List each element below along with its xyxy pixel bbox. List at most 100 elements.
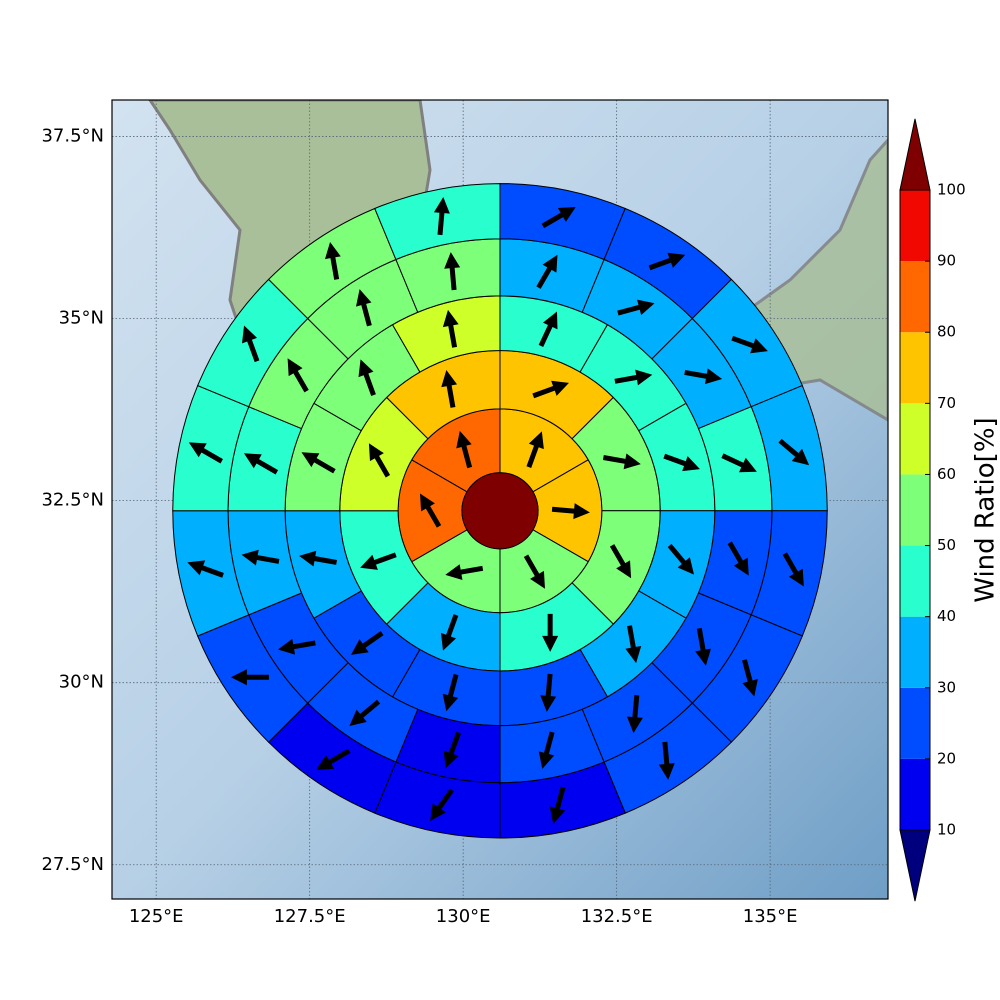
wind-arrow bbox=[538, 731, 555, 769]
colorbar-segment bbox=[900, 403, 930, 475]
wind-arrow bbox=[540, 673, 557, 712]
colorbar-extend-high bbox=[899, 118, 931, 191]
wind-arrow bbox=[684, 368, 723, 385]
center-disk bbox=[461, 472, 539, 550]
colorbar-segment bbox=[900, 687, 930, 759]
wind-arrow bbox=[538, 311, 558, 347]
wind-arrow bbox=[551, 503, 590, 520]
wind-arrow bbox=[742, 659, 758, 697]
wind-arrow bbox=[440, 614, 459, 651]
colorbar-tick-label: 50 bbox=[937, 536, 956, 554]
colorbar-tick-label: 20 bbox=[937, 749, 956, 767]
wind-arrow bbox=[782, 552, 804, 587]
colorbar-segment bbox=[900, 190, 930, 262]
wind-arrow bbox=[609, 544, 632, 579]
wind-arrow bbox=[667, 543, 695, 575]
wind-arrow bbox=[778, 438, 810, 466]
wind-arrow bbox=[617, 299, 655, 316]
colorbar: 10 20 30 40 50 60 70 80 90 100 bbox=[899, 118, 966, 902]
wind-arrow bbox=[299, 550, 337, 567]
colorbar-label: Wind Ratio[%] bbox=[971, 417, 1000, 602]
colorbar-tick-label: 40 bbox=[937, 607, 956, 625]
y-tick-label: 30°N bbox=[59, 672, 104, 693]
wind-arrow bbox=[433, 197, 450, 236]
y-tick-label: 35°N bbox=[59, 308, 104, 329]
x-tick-label: 135°E bbox=[743, 906, 798, 927]
wind-arrow bbox=[648, 252, 686, 271]
wind-arrow bbox=[368, 443, 391, 478]
wind-arrow bbox=[242, 325, 260, 363]
colorbar-segment bbox=[900, 332, 930, 404]
colorbar-segment bbox=[900, 758, 930, 830]
wind-arrow bbox=[230, 669, 269, 686]
wind-arrow bbox=[349, 699, 381, 727]
y-tick-label: 37.5°N bbox=[41, 125, 104, 146]
wind-arrow bbox=[626, 695, 643, 734]
colorbar-tick-label: 80 bbox=[937, 323, 956, 341]
wind-arrow bbox=[241, 549, 280, 566]
wind-arrow bbox=[444, 252, 461, 291]
axis-ticks: 125°E 127.5°E 130°E 132.5°E 135°E 27.5°N 30°N 3… bbox=[41, 125, 797, 927]
wind-arrow bbox=[301, 452, 336, 474]
wind-arrow bbox=[420, 493, 442, 528]
wind-arrow bbox=[532, 380, 569, 399]
colorbar-tick-label: 90 bbox=[937, 252, 956, 270]
wind-arrow bbox=[442, 309, 459, 348]
arrows bbox=[187, 197, 810, 824]
wind-arrow bbox=[355, 289, 372, 327]
wind-arrow bbox=[658, 741, 675, 780]
colorbar-segment bbox=[900, 616, 930, 688]
map-frame bbox=[111, 99, 889, 900]
colorbar-segment bbox=[900, 545, 930, 617]
wind-arrow bbox=[721, 453, 757, 473]
wind-arrow bbox=[442, 673, 459, 712]
wind-arrow bbox=[523, 554, 545, 589]
sector bbox=[374, 183, 501, 261]
wind-arrow bbox=[243, 453, 279, 475]
wind-arrow bbox=[350, 631, 384, 655]
wind-arrow bbox=[549, 786, 566, 824]
wind-arrow bbox=[287, 358, 309, 393]
wind-arrow bbox=[360, 552, 397, 570]
wind-arrow bbox=[188, 442, 224, 464]
wind-arrow bbox=[277, 638, 316, 655]
colorbar-tick-label: 100 bbox=[937, 181, 966, 199]
wind-arrow bbox=[187, 560, 224, 578]
wind-arrow bbox=[324, 241, 341, 280]
wind-arrow bbox=[614, 369, 653, 386]
colorbar-frame bbox=[899, 189, 931, 831]
x-tick-label: 130°E bbox=[436, 906, 491, 927]
wind-arrow bbox=[526, 431, 544, 468]
colorbar-tick-label: 60 bbox=[937, 465, 956, 483]
wind-arrow bbox=[441, 369, 458, 408]
wind-arrow bbox=[443, 731, 462, 769]
x-tick-label: 127.5°E bbox=[274, 906, 346, 927]
wind-arrow bbox=[731, 335, 768, 354]
colorbar-tick-label: 10 bbox=[937, 821, 956, 839]
sectors bbox=[172, 183, 828, 839]
wind-arrow bbox=[727, 541, 749, 576]
wind-arrow bbox=[625, 625, 642, 664]
colorbar-segment bbox=[900, 261, 930, 333]
wind-arrow bbox=[430, 788, 454, 822]
wind-arrow bbox=[358, 359, 376, 396]
y-tick-label: 27.5°N bbox=[41, 854, 104, 875]
colorbar-extend-low bbox=[899, 829, 931, 902]
wind-arrow bbox=[456, 430, 473, 469]
wind-arrow bbox=[602, 453, 641, 470]
wind-arrow bbox=[542, 613, 559, 652]
y-tick-label: 32.5°N bbox=[41, 490, 104, 511]
colorbar-tick-label: 70 bbox=[937, 394, 956, 412]
wind-arrow bbox=[541, 206, 576, 229]
colorbar-tick-label: 30 bbox=[937, 678, 956, 696]
x-tick-label: 125°E bbox=[129, 906, 184, 927]
x-tick-label: 132.5°E bbox=[581, 906, 653, 927]
wind-arrow bbox=[695, 627, 711, 666]
wind-arrow bbox=[536, 254, 558, 289]
wind-arrow bbox=[663, 453, 700, 472]
colorbar-segment bbox=[900, 474, 930, 546]
wind-arrow bbox=[445, 564, 484, 580]
wind-arrow bbox=[316, 748, 351, 770]
